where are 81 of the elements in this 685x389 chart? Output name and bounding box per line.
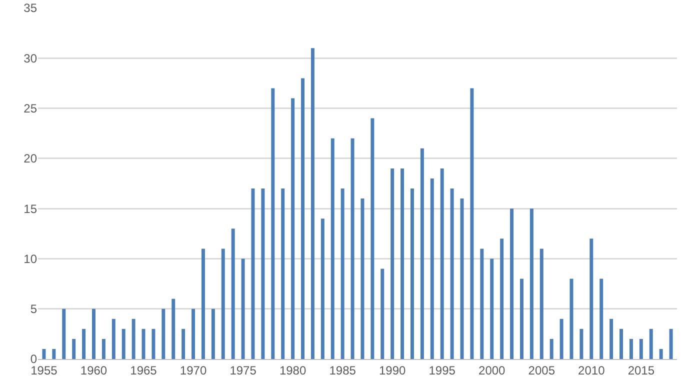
bar: [92, 308, 96, 359]
y-tick-label: 20: [24, 152, 38, 166]
bar: [271, 88, 275, 359]
bar: [350, 138, 354, 359]
bar: [340, 188, 344, 359]
x-tick-label: 2000: [478, 363, 506, 378]
bar: [620, 328, 623, 359]
bar: [649, 328, 653, 359]
bar: [639, 338, 643, 359]
bar: [82, 328, 86, 359]
bar: [122, 328, 126, 359]
bar: [540, 248, 544, 359]
x-tick-label: 1975: [230, 363, 257, 378]
bar: [221, 248, 225, 359]
bar: [410, 188, 414, 359]
x-tick-label: 1995: [428, 363, 456, 378]
bar: [241, 258, 245, 359]
x-tick-label: 1965: [130, 363, 158, 378]
bar: [520, 278, 524, 359]
bar: [182, 328, 186, 359]
bar: [231, 228, 235, 359]
y-tick-label: 10: [24, 252, 38, 266]
bar: [132, 318, 136, 359]
bar: [281, 188, 285, 359]
bar: [390, 168, 394, 359]
bar: [172, 298, 176, 359]
bar: [310, 48, 314, 359]
bar: [510, 208, 514, 359]
bar: [112, 318, 116, 359]
bar: [301, 78, 304, 359]
bar: [211, 308, 215, 359]
bar: [420, 148, 424, 359]
bar: [460, 198, 464, 359]
x-tick-label: 1985: [329, 363, 356, 378]
bar: [610, 318, 614, 359]
y-tick-label: 15: [24, 202, 38, 216]
bar: [261, 188, 265, 359]
bar: [590, 238, 594, 359]
bar: [62, 308, 66, 359]
bar: [42, 348, 46, 359]
bar: [152, 328, 156, 359]
x-tick-label: 1980: [279, 363, 306, 378]
bar: [659, 348, 663, 359]
x-tick-label: 1960: [80, 363, 108, 378]
bar: [490, 258, 494, 359]
x-tick-label: 2015: [628, 363, 655, 378]
bar: [440, 168, 444, 359]
bar: [162, 308, 166, 359]
bar: [370, 118, 374, 359]
bar: [560, 318, 564, 359]
x-tick-label: 1990: [378, 363, 406, 378]
bar: [330, 138, 334, 359]
bar: [580, 328, 584, 359]
bar: [470, 88, 474, 359]
y-tick-label: 5: [30, 302, 38, 316]
x-tick-label: 1970: [180, 363, 207, 378]
bar: [550, 338, 554, 359]
bar: [629, 338, 633, 359]
y-tick-label: 25: [24, 101, 38, 116]
bar: [102, 338, 106, 359]
bar: [320, 218, 324, 359]
bar: [480, 248, 484, 359]
bar: [380, 268, 384, 359]
bar: [142, 328, 146, 359]
bar: [530, 208, 534, 359]
y-tick-label: 35: [24, 1, 38, 16]
x-tick-label: 2005: [528, 363, 556, 378]
bar: [600, 278, 604, 359]
bar: [400, 168, 404, 359]
bar: [192, 308, 196, 359]
bar: [430, 178, 434, 359]
bar: [669, 328, 673, 359]
bar: [52, 348, 56, 359]
bar: [360, 198, 364, 359]
bar: [500, 238, 504, 359]
x-tick-label: 2010: [578, 363, 606, 378]
y-tick-label: 30: [24, 51, 38, 66]
bar: [291, 98, 295, 359]
bar: [72, 338, 76, 359]
bar: [201, 248, 205, 359]
bar: [450, 188, 454, 359]
